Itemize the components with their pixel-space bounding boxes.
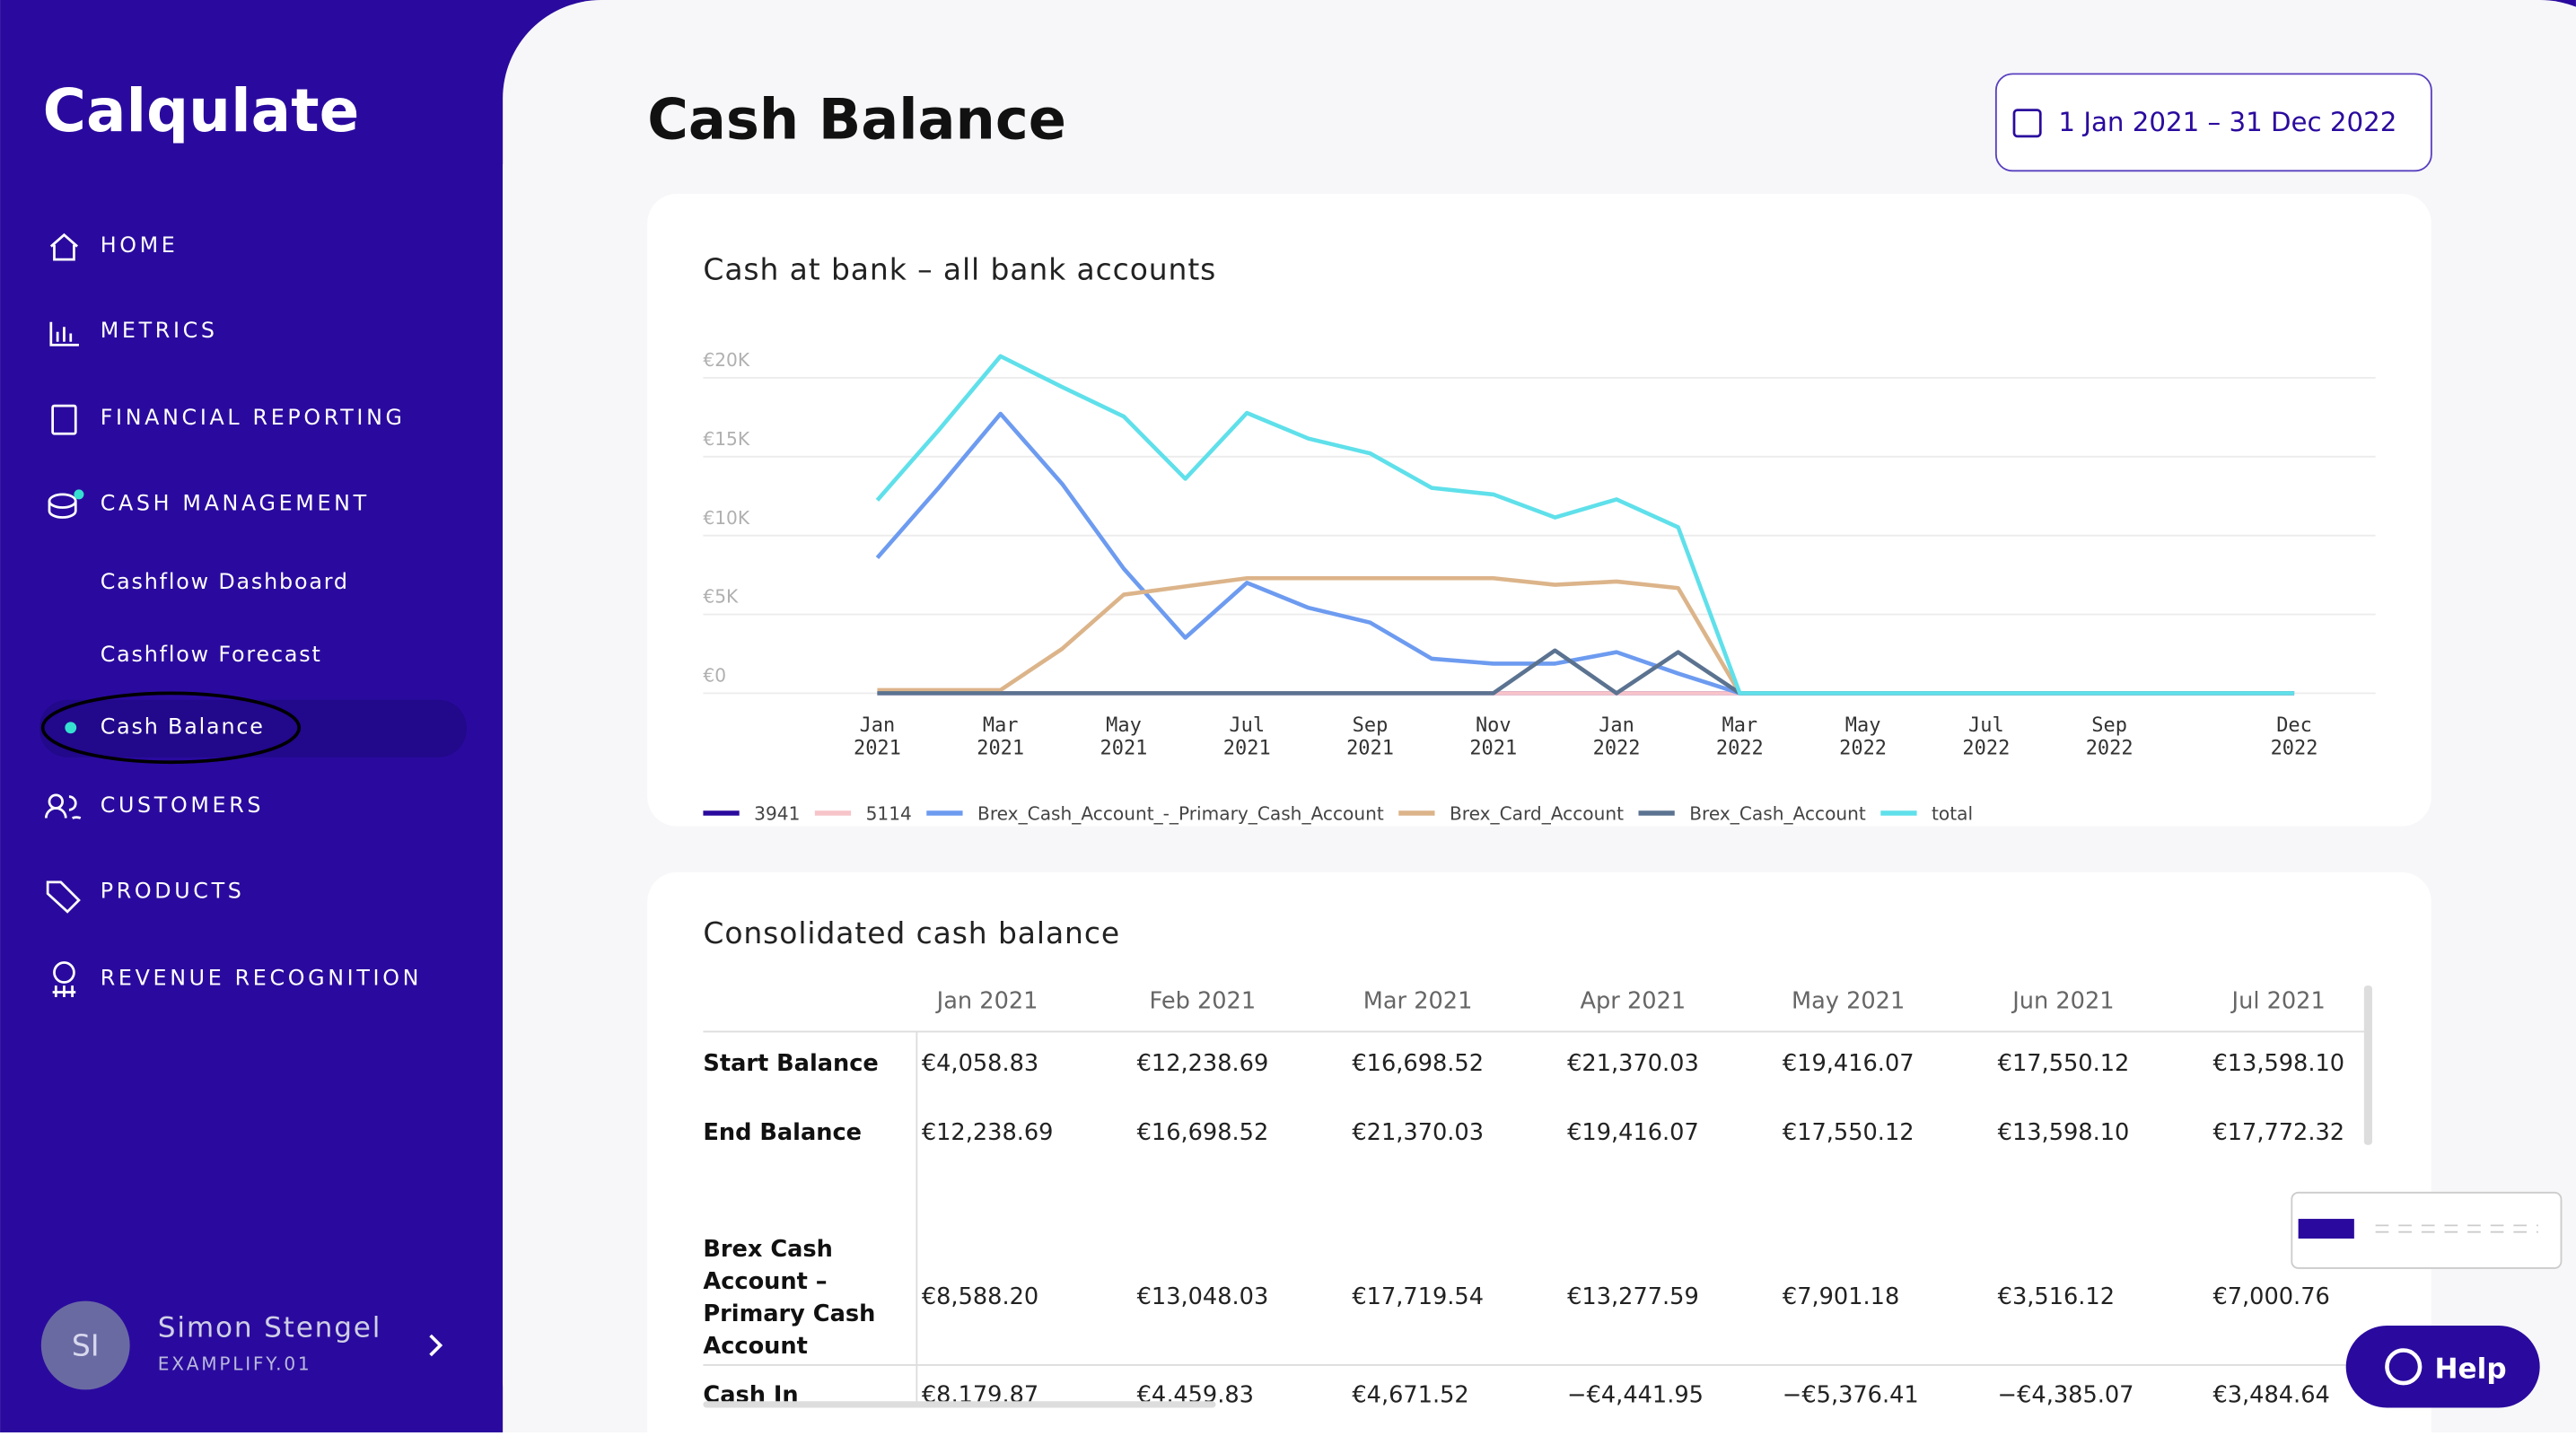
column-header: Jun 2021 [2011,987,2114,1014]
table-cell: €4,058.83 [922,1050,1038,1077]
nav-item[interactable]: PRODUCTS [101,878,245,903]
sub-nav-item[interactable]: Cash Balance [101,714,265,739]
table-cell: −€5,376.41 [1783,1382,1919,1409]
y-tick-label: €20K [703,349,749,371]
column-header: May 2021 [1792,987,1905,1014]
table-cell: €17,550.12 [1998,1050,2130,1077]
highlight-ring [40,691,302,765]
legend-label[interactable]: 3941 [754,802,800,824]
table-cell: €17,719.54 [1352,1283,1484,1310]
legend-label[interactable]: Brex_Cash_Account [1689,802,1866,824]
active-pill [39,699,467,757]
row-label: End Balance [703,1119,862,1146]
table-cell: €8,588.20 [922,1283,1038,1310]
row-label: Brex Cash Account – Primary Cash Account [703,1236,875,1360]
table-cell: €19,416.07 [1567,1119,1699,1146]
avatar-initials: SI [72,1327,100,1362]
table-cell: €13,048.03 [1137,1283,1269,1310]
help-label[interactable]: Help [2435,1353,2507,1385]
table-cell: €7,000.76 [2212,1283,2329,1310]
table-cell: €13,277.59 [1567,1283,1699,1310]
page-title: Cash Balance [647,86,1066,152]
thumbnail[interactable] [2291,1191,2563,1269]
row-label: Start Balance [703,1050,878,1077]
column-header: Feb 2021 [1149,987,1256,1014]
column-header: Apr 2021 [1581,987,1687,1014]
sub-nav-item[interactable]: Cashflow Forecast [101,642,322,667]
table-cell: €4,671.52 [1352,1382,1468,1409]
table-cell: €3,484.64 [2212,1382,2329,1409]
v-scrollbar[interactable] [2363,985,2372,1145]
calendar-icon [2012,109,2042,138]
table-cell: €13,598.10 [1998,1119,2130,1146]
x-tick-label: Jan 2022 [1593,714,1641,760]
y-tick-label: €5K [703,586,739,608]
nav-item[interactable]: HOME [101,232,179,258]
table-cell: €16,698.52 [1137,1119,1269,1146]
table-cell: €13,598.10 [2212,1050,2344,1077]
table-card [647,871,2431,1436]
table-cell: €3,516.12 [1998,1283,2115,1310]
nav-item[interactable]: CASH MANAGEMENT [101,490,370,515]
nav-item[interactable]: FINANCIAL REPORTING [101,405,406,430]
x-tick-label: Sep 2022 [2086,714,2134,760]
table-cell: €17,550.12 [1783,1119,1914,1146]
table-cell: −€4,441.95 [1567,1382,1704,1409]
date-picker[interactable] [1994,73,2432,172]
table-cell: €21,370.03 [1352,1119,1484,1146]
table-cell: −€4,385.07 [1998,1382,2134,1409]
nav-item[interactable]: METRICS [101,318,218,343]
user-name: Simon Stengel [158,1312,381,1344]
help-icon [2385,1348,2423,1386]
table-cell: €12,238.69 [922,1119,1054,1146]
main-bg [503,164,668,1436]
x-tick-label: Nov 2021 [1469,714,1517,760]
user-company: EXAMPLIFY.01 [158,1353,312,1374]
y-tick-label: €15K [703,428,749,450]
date-range[interactable]: 1 Jan 2021 – 31 Dec 2022 [2058,107,2396,137]
user-chevron[interactable] [429,1334,443,1357]
table-cell: €7,901.18 [1783,1283,1899,1310]
series-line [875,354,2295,696]
logo: Calqulate [43,76,360,145]
notify-dot [74,489,84,500]
x-tick-label: Jul 2021 [1223,714,1271,760]
table-cell: €12,238.69 [1137,1050,1269,1077]
avatar [40,1300,130,1390]
nav-item[interactable]: CUSTOMERS [101,792,264,818]
table-cell: €16,698.52 [1352,1050,1484,1077]
legend-label[interactable]: total [1932,802,1973,824]
x-tick-label: May 2022 [1839,714,1887,760]
h-scrollbar[interactable] [703,1401,1216,1408]
nav-icons [44,232,82,997]
legend-label[interactable]: Brex_Cash_Account_-_Primary_Cash_Account [977,802,1384,824]
legend-label[interactable]: 5114 [866,802,912,824]
y-tick-label: €10K [703,507,749,529]
nav-item[interactable]: REVENUE RECOGNITION [101,965,422,990]
table-cell: €17,772.32 [2212,1119,2344,1146]
table-title: Consolidated cash balance [703,915,1120,950]
column-header: Jan 2021 [935,987,1038,1014]
help-button[interactable] [2345,1326,2540,1408]
x-tick-label: Jan 2021 [854,714,901,760]
chart-title: Cash at bank – all bank accounts [703,251,1216,286]
column-header: Jul 2021 [2230,987,2326,1014]
x-tick-label: May 2021 [1100,714,1148,760]
sub-nav-item[interactable]: Cashflow Dashboard [101,569,349,594]
x-tick-label: Dec 2022 [2271,714,2318,760]
x-tick-label: Sep 2021 [1346,714,1394,760]
y-tick-label: €0 [703,665,726,687]
active-dot [65,722,77,734]
legend-label[interactable]: Brex_Card_Account [1450,802,1624,824]
table-cell: €21,370.03 [1567,1050,1699,1077]
x-tick-label: Mar 2021 [977,714,1024,760]
x-tick-label: Jul 2022 [1962,714,2010,760]
x-tick-label: Mar 2022 [1716,714,1764,760]
table-cell: €19,416.07 [1783,1050,1914,1077]
column-header: Mar 2021 [1363,987,1473,1014]
